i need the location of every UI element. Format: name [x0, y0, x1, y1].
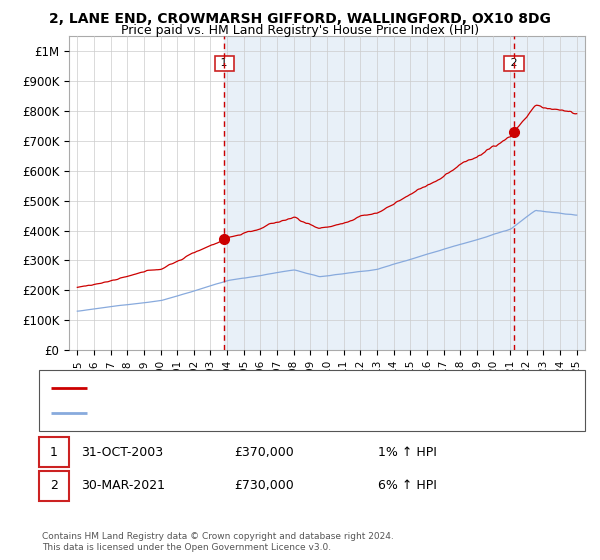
Text: 1: 1	[50, 446, 58, 459]
Text: 30-MAR-2021: 30-MAR-2021	[81, 479, 165, 492]
Text: £370,000: £370,000	[234, 446, 294, 459]
Text: 2, LANE END, CROWMARSH GIFFORD, WALLINGFORD, OX10 8DG (detached house): 2, LANE END, CROWMARSH GIFFORD, WALLINGF…	[93, 383, 524, 393]
Text: Price paid vs. HM Land Registry's House Price Index (HPI): Price paid vs. HM Land Registry's House …	[121, 24, 479, 37]
Text: 2, LANE END, CROWMARSH GIFFORD, WALLINGFORD, OX10 8DG: 2, LANE END, CROWMARSH GIFFORD, WALLINGF…	[49, 12, 551, 26]
Text: 2: 2	[50, 479, 58, 492]
Text: £730,000: £730,000	[234, 479, 294, 492]
Text: 31-OCT-2003: 31-OCT-2003	[81, 446, 163, 459]
Text: Contains HM Land Registry data © Crown copyright and database right 2024.
This d: Contains HM Land Registry data © Crown c…	[42, 532, 394, 552]
Text: HPI: Average price, detached house, South Oxfordshire: HPI: Average price, detached house, Sout…	[93, 408, 380, 418]
Bar	[224, 36, 600, 350]
Text: 1: 1	[217, 58, 231, 68]
Text: 2: 2	[507, 58, 521, 68]
Text: 6% ↑ HPI: 6% ↑ HPI	[378, 479, 437, 492]
Text: 1% ↑ HPI: 1% ↑ HPI	[378, 446, 437, 459]
